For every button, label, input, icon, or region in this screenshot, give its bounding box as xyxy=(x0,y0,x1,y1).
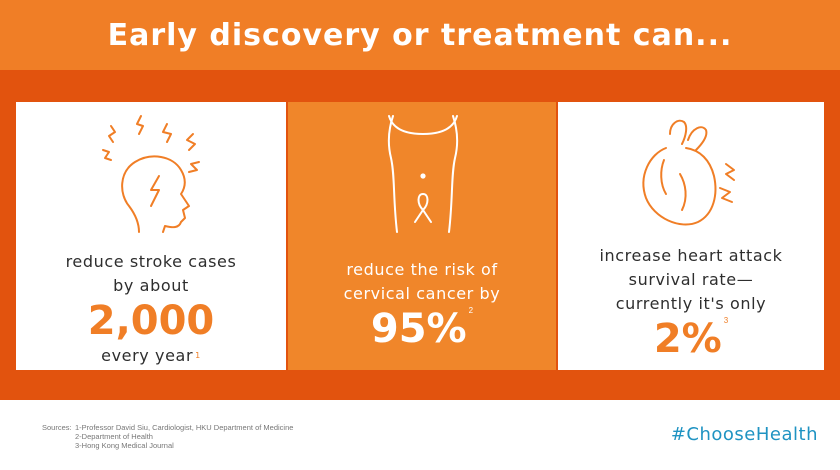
heart-line-1: increase heart attack xyxy=(599,246,783,265)
source-2: 2-Department of Health xyxy=(75,432,153,441)
source-row-2: 2-Department of Health xyxy=(42,432,293,441)
sources: Sources: 1-Professor David Siu, Cardiolo… xyxy=(42,423,293,450)
stroke-line-1: reduce stroke cases xyxy=(65,252,237,271)
heart-text: increase heart attack survival rate— cur… xyxy=(558,244,824,362)
page-title: Early discovery or treatment can... xyxy=(107,17,733,53)
heart-line-2: survival rate— xyxy=(628,270,754,289)
stroke-value: 2,000 xyxy=(87,298,215,344)
source-row-3: 3-Hong Kong Medical Journal xyxy=(42,441,293,450)
stroke-line-2: by about xyxy=(113,276,189,295)
heart-line-3: currently it's only xyxy=(615,294,767,313)
hashtag[interactable]: #ChooseHealth xyxy=(670,424,818,445)
cervical-ref: 2 xyxy=(468,306,474,315)
stroke-ref: 1 xyxy=(195,351,201,360)
cervical-card: reduce the risk of cervical cancer by 95… xyxy=(288,102,556,370)
sources-label: Sources: xyxy=(42,423,72,432)
stats-band: reduce stroke cases by about 2,000 every… xyxy=(0,70,840,400)
cervical-text: reduce the risk of cervical cancer by 95… xyxy=(288,258,556,352)
stroke-head-icon xyxy=(102,115,200,233)
source-3: 3-Hong Kong Medical Journal xyxy=(75,441,174,450)
heart-ref: 3 xyxy=(723,316,729,325)
title-bar: Early discovery or treatment can... xyxy=(0,0,840,70)
cervical-value: 95% xyxy=(370,306,467,352)
cervical-ribbon-icon xyxy=(387,115,459,233)
cervical-line-2: cervical cancer by xyxy=(343,284,501,303)
stroke-after: every year 1 xyxy=(16,344,286,368)
stroke-text: reduce stroke cases by about 2,000 every… xyxy=(16,250,286,368)
cervical-line-1: reduce the risk of xyxy=(346,260,498,279)
stroke-after-text: every year xyxy=(101,346,194,365)
stroke-card: reduce stroke cases by about 2,000 every… xyxy=(16,102,286,370)
heart-value: 2% xyxy=(653,316,722,362)
source-row-1: Sources: 1-Professor David Siu, Cardiolo… xyxy=(42,423,293,432)
source-1: 1-Professor David Siu, Cardiologist, HKU… xyxy=(75,423,294,432)
heart-card: increase heart attack survival rate— cur… xyxy=(558,102,824,370)
heart-attack-icon xyxy=(642,119,735,226)
